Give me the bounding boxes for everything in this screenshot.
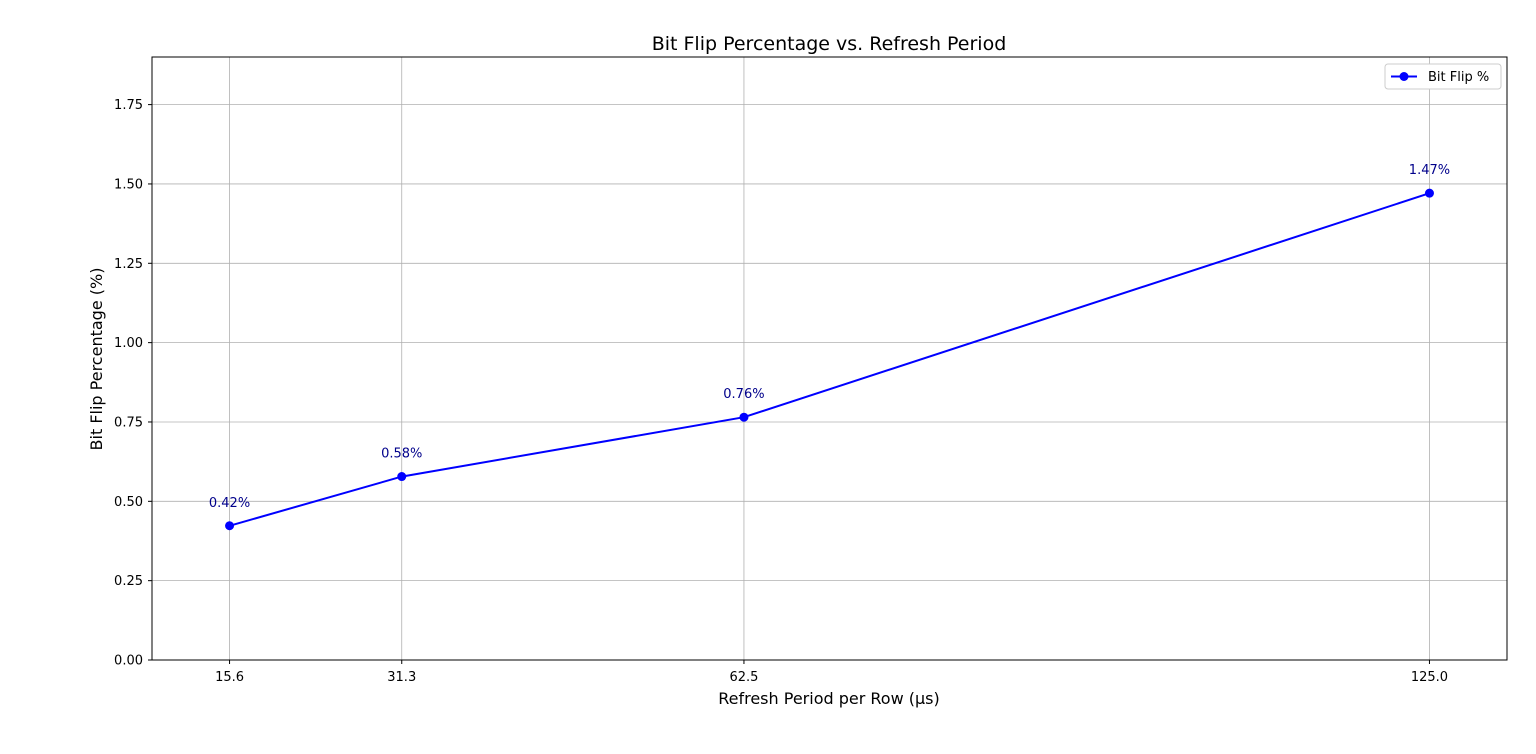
grid [152,57,1507,661]
chart-title: Bit Flip Percentage vs. Refresh Period [652,33,1007,55]
x-tick-label: 31.3 [387,670,416,685]
y-tick-label: 0.25 [114,574,143,589]
y-tick-label: 0.50 [114,495,143,510]
series-line [229,192,1430,527]
series-layer: 0.42% 0.58% 0.76% 1.47% [209,163,1450,531]
data-label: 0.42% [209,496,250,511]
axis-ticks: 0.00 0.25 0.50 0.75 1.00 1.25 1.50 1.75 15.6 31.3… [114,98,1448,685]
data-point [1424,188,1434,198]
legend-label: Bit Flip % [1428,70,1489,85]
plot-area-frame [151,56,1508,661]
y-tick-label: 1.50 [114,177,143,192]
data-point [397,472,407,482]
data-label: 1.47% [1409,163,1450,178]
x-tick-label: 125.0 [1411,670,1448,685]
x-tick-label: 62.5 [729,670,758,685]
x-axis-label: Refresh Period per Row (µs) [718,689,940,708]
data-point [739,412,749,422]
y-tick-label: 1.25 [114,257,143,272]
y-tick-label: 1.75 [114,98,143,113]
x-tick-label: 15.6 [215,670,244,685]
legend: Bit Flip % [1384,63,1502,90]
y-tick-label: 0.00 [114,654,143,669]
legend-dot-marker [1399,72,1409,81]
y-tick-label: 1.00 [114,336,143,351]
legend-box [1384,63,1502,90]
y-axis-label: Bit Flip Percentage (%) [87,268,106,451]
y-tick-label: 0.75 [114,415,143,430]
data-label: 0.76% [723,387,764,402]
data-label: 0.58% [381,447,422,462]
data-point [225,521,235,531]
